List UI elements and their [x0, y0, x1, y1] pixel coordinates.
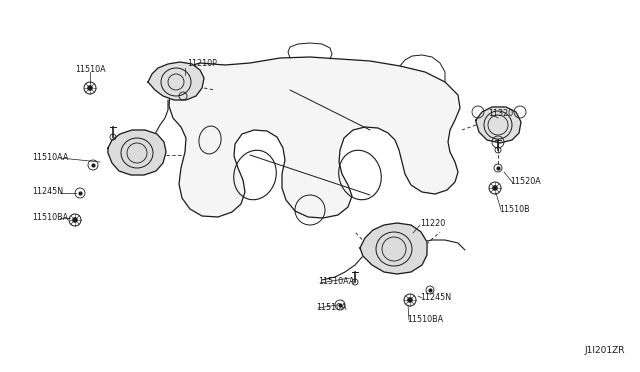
Text: 11510AA: 11510AA [318, 278, 355, 286]
Text: 11220: 11220 [420, 219, 445, 228]
Text: 11510AA: 11510AA [32, 153, 68, 161]
Polygon shape [360, 223, 427, 274]
Text: 11245N: 11245N [420, 292, 451, 301]
Circle shape [72, 218, 77, 222]
Polygon shape [148, 62, 204, 100]
Circle shape [408, 298, 413, 302]
Circle shape [493, 186, 497, 190]
Polygon shape [476, 107, 521, 143]
Text: 11510A: 11510A [75, 65, 106, 74]
Polygon shape [108, 130, 166, 175]
Text: 11510A: 11510A [316, 302, 347, 311]
Text: 11520A: 11520A [510, 177, 541, 186]
Polygon shape [169, 57, 460, 218]
Text: 11510BA: 11510BA [32, 212, 68, 221]
Text: 11510BA: 11510BA [407, 314, 443, 324]
Text: 11510B: 11510B [499, 205, 530, 214]
Text: 11245N: 11245N [32, 187, 63, 196]
Text: J1I201ZR: J1I201ZR [584, 346, 625, 355]
Circle shape [88, 86, 93, 90]
Text: 11210P: 11210P [187, 58, 217, 67]
Text: 11320: 11320 [488, 109, 513, 118]
